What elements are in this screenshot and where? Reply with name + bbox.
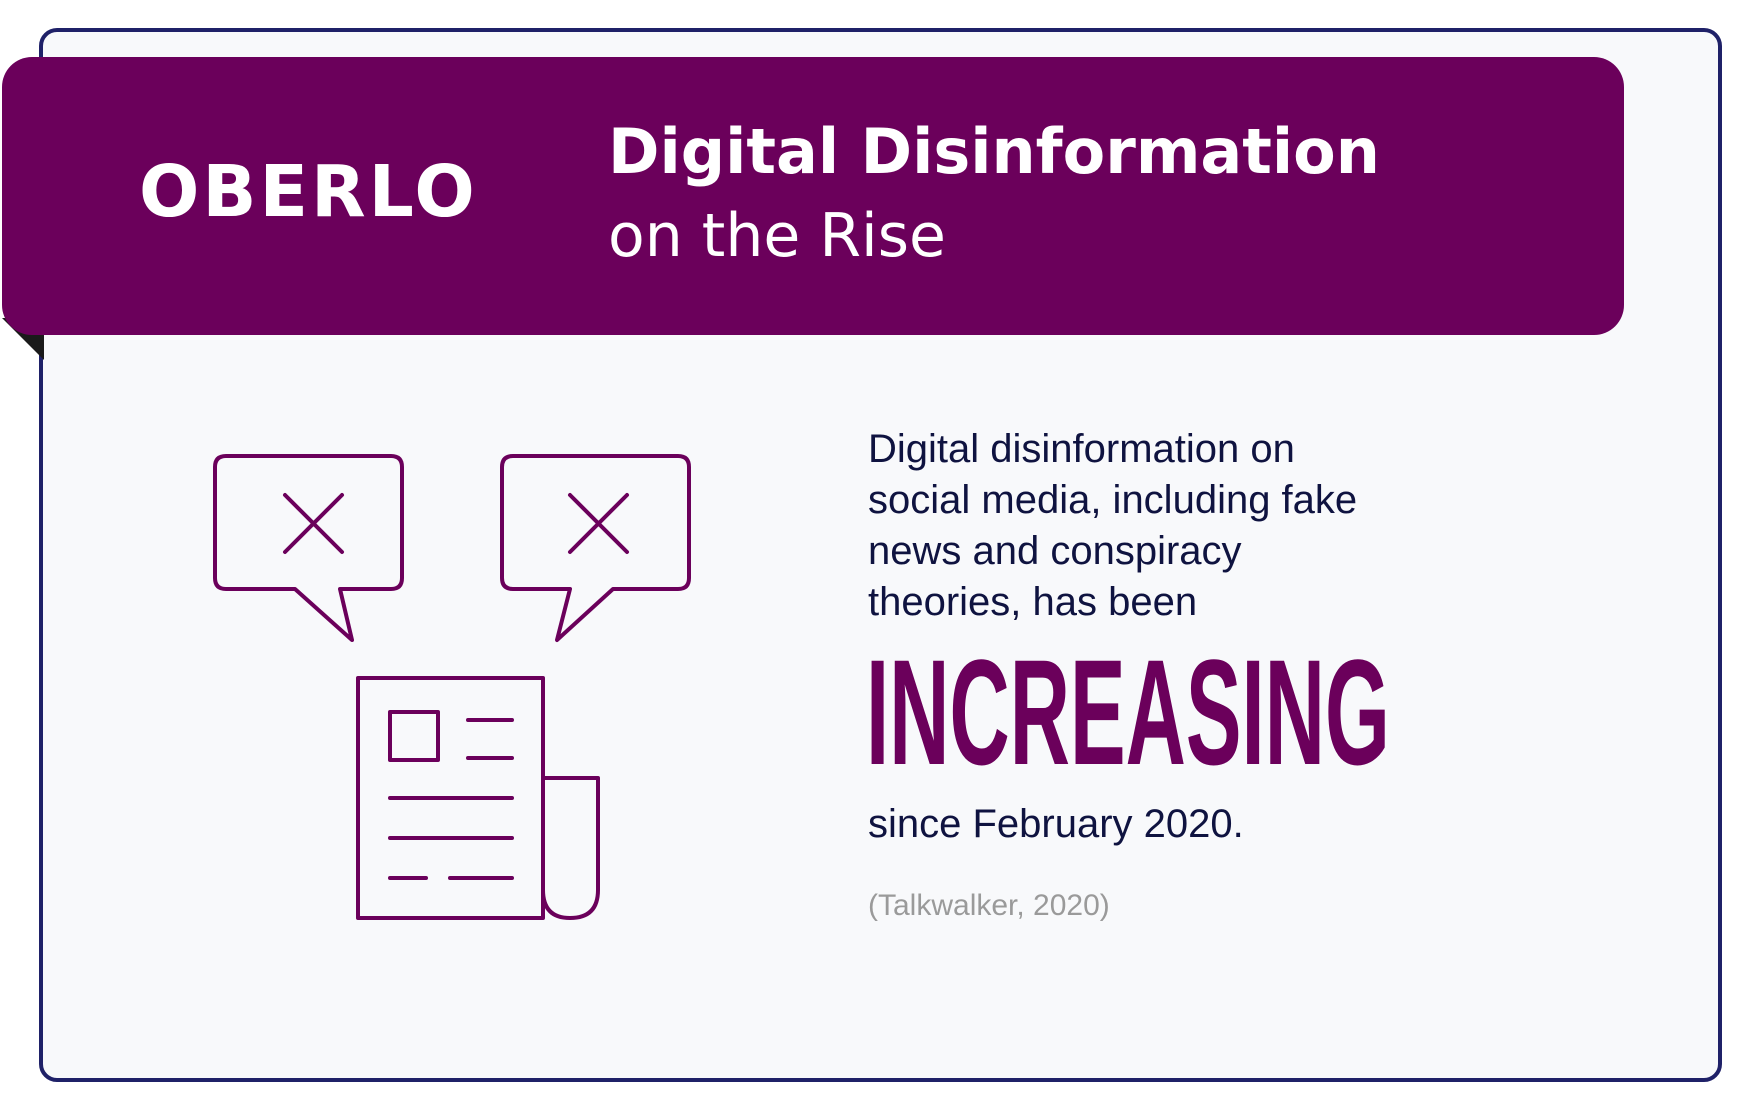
source-citation: (Talkwalker, 2020) [868, 889, 1110, 922]
brand-logo: OBERLO [139, 150, 478, 233]
timeframe-text: since February 2020. [868, 802, 1244, 846]
page-title: Digital Disinformation [608, 115, 1380, 188]
description-text: Digital disinformation on social media, … [868, 424, 1588, 628]
speech-bubble-x-icon [500, 454, 691, 642]
disinformation-illustration [213, 454, 691, 920]
description-line: theories, has been [868, 580, 1198, 624]
description-line: social media, including fake [868, 478, 1358, 522]
newspaper-icon [356, 676, 600, 920]
speech-bubble-x-icon [213, 454, 404, 642]
page-subtitle: on the Rise [608, 201, 946, 271]
description-line: Digital disinformation on [868, 427, 1295, 471]
header-banner [2, 57, 1624, 335]
highlight-word: INCREASING [866, 628, 1390, 796]
description-line: news and conspiracy [868, 529, 1242, 573]
